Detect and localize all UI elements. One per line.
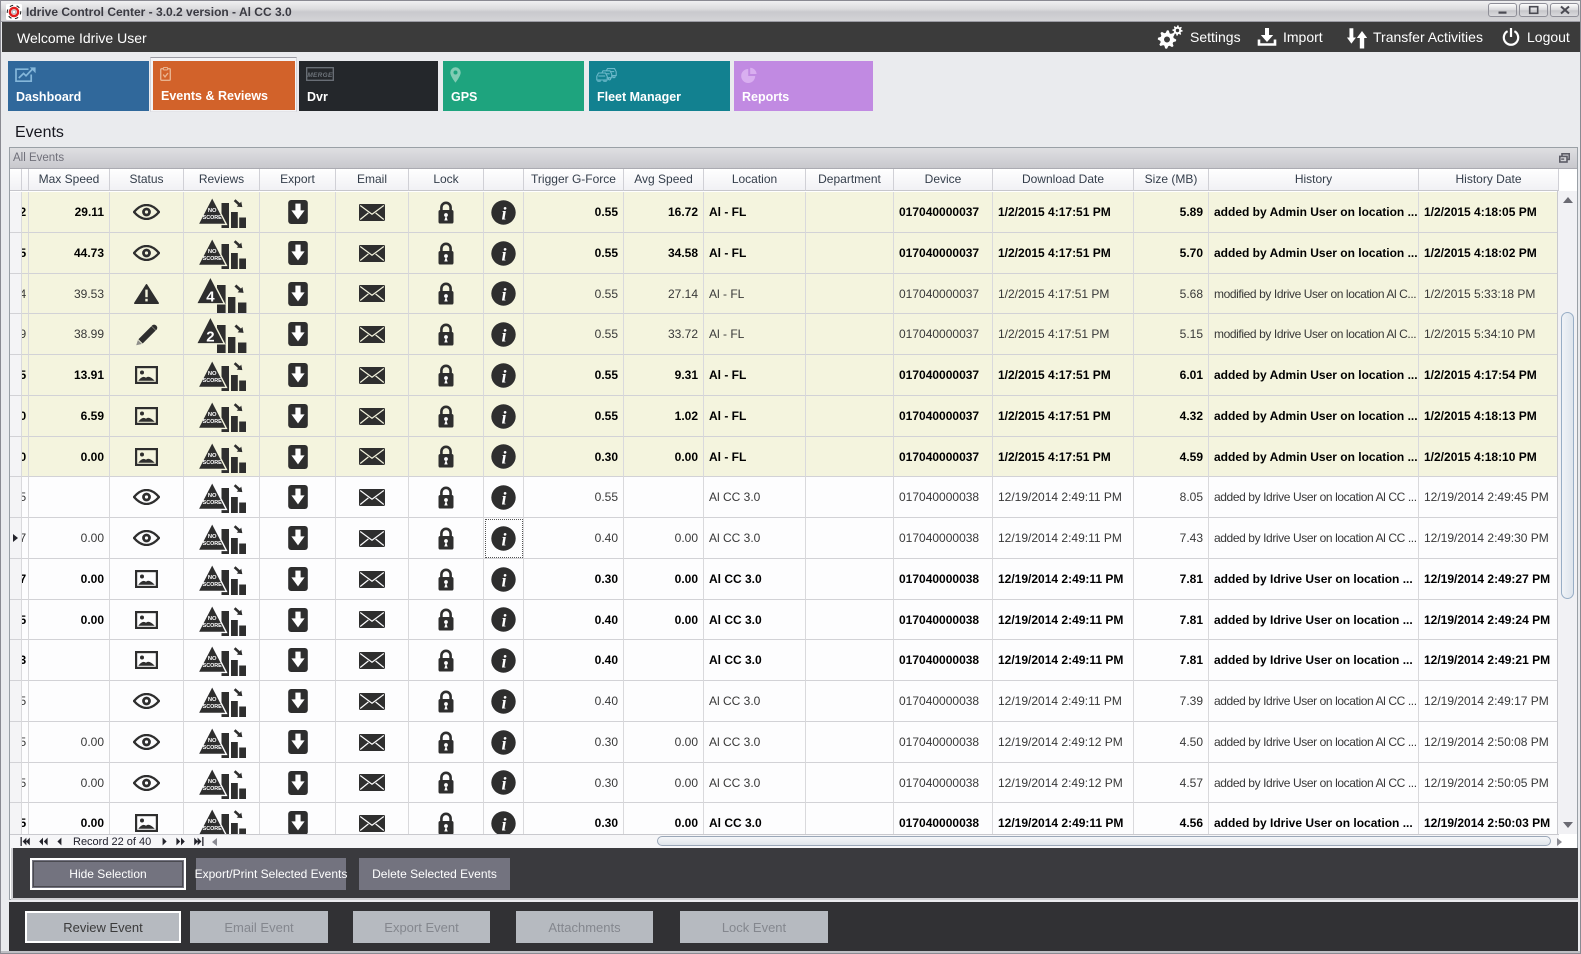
svg-text:i: i bbox=[501, 407, 506, 427]
svg-text:SCORE: SCORE bbox=[202, 786, 222, 792]
svg-text:NO: NO bbox=[207, 616, 216, 622]
svg-text:SCORE: SCORE bbox=[202, 582, 222, 588]
svg-text:SCORE: SCORE bbox=[202, 745, 222, 751]
svg-text:NO: NO bbox=[207, 371, 216, 377]
svg-text:NO: NO bbox=[207, 493, 216, 499]
svg-text:i: i bbox=[501, 610, 506, 630]
svg-text:2: 2 bbox=[206, 329, 214, 346]
svg-text:MERGE: MERGE bbox=[307, 72, 333, 79]
svg-text:i: i bbox=[501, 692, 506, 712]
svg-text:SCORE: SCORE bbox=[202, 826, 222, 832]
svg-text:i: i bbox=[501, 488, 506, 508]
svg-text:SCORE: SCORE bbox=[202, 419, 222, 425]
svg-text:NO: NO bbox=[207, 249, 216, 255]
svg-text:i: i bbox=[501, 203, 506, 223]
svg-text:NO: NO bbox=[207, 656, 216, 662]
svg-text:i: i bbox=[501, 570, 506, 590]
svg-text:NO: NO bbox=[207, 453, 216, 459]
svg-text:4: 4 bbox=[206, 288, 215, 305]
svg-text:i: i bbox=[501, 284, 506, 304]
svg-text:NO: NO bbox=[207, 697, 216, 703]
svg-text:SCORE: SCORE bbox=[202, 500, 222, 506]
svg-text:SCORE: SCORE bbox=[202, 623, 222, 629]
svg-text:NO: NO bbox=[207, 738, 216, 744]
svg-text:SCORE: SCORE bbox=[202, 378, 222, 384]
svg-text:SCORE: SCORE bbox=[202, 663, 222, 669]
svg-text:i: i bbox=[501, 814, 506, 834]
svg-text:SCORE: SCORE bbox=[202, 704, 222, 710]
svg-text:i: i bbox=[501, 325, 506, 345]
svg-text:NO: NO bbox=[207, 208, 216, 214]
svg-text:SCORE: SCORE bbox=[202, 460, 222, 466]
svg-text:i: i bbox=[501, 733, 506, 753]
svg-text:NO: NO bbox=[207, 575, 216, 581]
svg-text:i: i bbox=[501, 773, 506, 793]
svg-text:i: i bbox=[501, 244, 506, 264]
svg-text:i: i bbox=[501, 447, 506, 467]
svg-text:NO: NO bbox=[207, 412, 216, 418]
svg-text:NO: NO bbox=[207, 819, 216, 825]
svg-text:NO: NO bbox=[207, 779, 216, 785]
svg-text:i: i bbox=[501, 529, 506, 549]
svg-text:i: i bbox=[501, 651, 506, 671]
svg-text:i: i bbox=[501, 366, 506, 386]
svg-text:SCORE: SCORE bbox=[202, 256, 222, 262]
svg-text:NO: NO bbox=[207, 534, 216, 540]
svg-text:SCORE: SCORE bbox=[202, 215, 222, 221]
svg-text:SCORE: SCORE bbox=[202, 541, 222, 547]
